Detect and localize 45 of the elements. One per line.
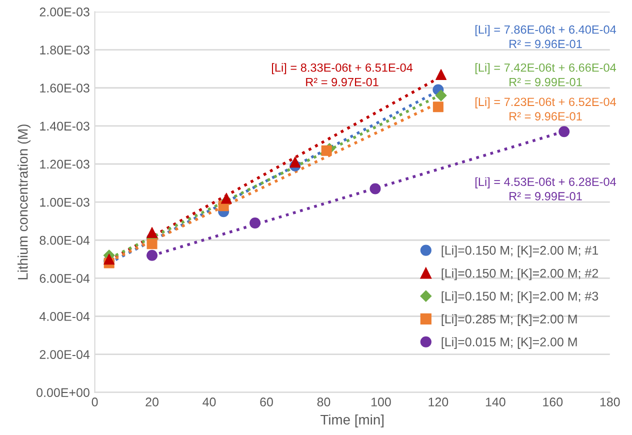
x-tick-label: 40 — [202, 398, 216, 406]
y-tick-label: 4.00E-04 — [39, 312, 90, 321]
x-tick-label: 80 — [317, 398, 330, 406]
point — [321, 145, 332, 156]
x-tick-label: 20 — [146, 398, 158, 406]
point — [146, 238, 158, 250]
x-tick-label: 100 — [371, 398, 391, 406]
x-axis-title: Time [min] — [320, 414, 384, 428]
legend-label: [Li]=0.150 M; [K]=2.00 M; #2 — [442, 268, 598, 280]
point — [558, 126, 570, 138]
annotation: [Li] = 8.33E-06t + 6.51E-04 R² = 9.97E-01 — [272, 63, 413, 86]
point — [146, 250, 158, 261]
y-axis-title: Lithium concentration (M) — [18, 124, 31, 280]
legend-label: [Li]=0.285 M; [K]=2.00 M — [442, 314, 577, 326]
annotation: [Li] = 7.23E-06t + 6.52E-04 R² = 9.96E-01 — [475, 97, 616, 120]
point — [435, 90, 447, 102]
point — [436, 69, 447, 80]
x-tick-label: 60 — [260, 398, 273, 406]
y-tick-label: 1.20E-03 — [40, 160, 90, 169]
point — [432, 102, 444, 112]
legend-label: [Li]=0.150 M; [K]=2.00 M; #3 — [442, 291, 598, 304]
annotation: [Li] = 7.42E-06t + 6.66E-04 R² = 9.99E-01 — [475, 63, 616, 86]
annotation: [Li] = 4.53E-06t + 6.28E-04 R² = 9.99E-01 — [475, 177, 616, 200]
legend-label: [Li]=0.150 M; [K]=2.00 M; #1 — [442, 246, 598, 258]
y-tick-label: 0.00E+00 — [36, 388, 90, 398]
x-tick-label: 140 — [486, 398, 506, 406]
x-tick-label: 180 — [600, 398, 620, 406]
x-tick-label: 0 — [92, 398, 98, 406]
x-tick-label: 160 — [543, 398, 563, 406]
y-tick-label: 8.00E-04 — [40, 236, 90, 245]
y-tick-label: 2.00E-04 — [40, 350, 90, 359]
y-tick-label: 2.00E-03 — [40, 8, 90, 16]
point — [220, 192, 232, 204]
point — [370, 183, 381, 194]
y-tick-label: 1.80E-03 — [40, 46, 90, 54]
point — [290, 156, 301, 168]
y-tick-label: 1.00E-03 — [40, 198, 90, 207]
y-tick-label: 1.60E-03 — [40, 84, 90, 93]
point — [250, 217, 261, 228]
y-tick-label: 6.00E-04 — [40, 274, 90, 283]
annotation: [Li] = 7.86E-06t + 6.40E-04 R² = 9.96E-01 — [475, 25, 616, 48]
x-tick-label: 120 — [428, 398, 448, 406]
y-tick-label: 1.40E-03 — [40, 122, 90, 131]
point — [146, 227, 158, 238]
legend-label: [Li]=0.015 M; [K]=2.00 M — [442, 337, 577, 349]
